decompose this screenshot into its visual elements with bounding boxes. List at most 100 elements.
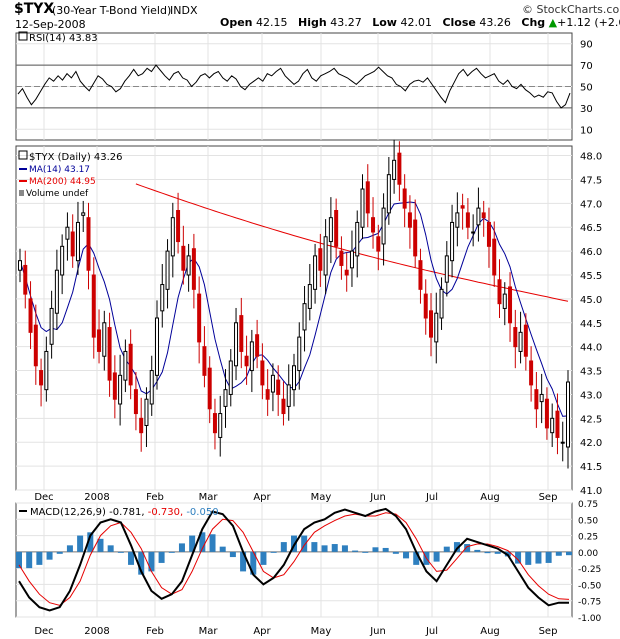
macd-histogram-bar (240, 551, 247, 572)
candle-body (307, 284, 312, 309)
candle-body (444, 255, 449, 283)
macd-histogram-bar (77, 535, 84, 552)
macd-tick-label: 0.50 (578, 516, 598, 526)
price-x-label: 2008 (84, 492, 109, 503)
candle-body (523, 324, 528, 357)
volume-legend-swatch (19, 190, 24, 196)
candle-body (302, 303, 307, 331)
macd-histogram-bar (341, 545, 348, 552)
candle-body (349, 250, 354, 269)
price-tick-label: 41.0 (580, 486, 602, 497)
macd-legend-value: MACD(12,26,9) (30, 507, 109, 518)
macd-histogram-bar (250, 551, 257, 575)
candle-body (323, 236, 328, 276)
macd-histogram-bar (168, 551, 175, 553)
macd-tick-label: -0.50 (578, 581, 602, 591)
candle-body (281, 398, 286, 415)
high-value: 43.27 (330, 16, 362, 29)
macd-histogram-bar (352, 550, 359, 552)
candle-body (455, 212, 460, 228)
macd-histogram-bar (148, 551, 155, 572)
macd-histogram-bar (270, 551, 277, 553)
candle-body (165, 250, 170, 290)
candle-body (397, 152, 402, 185)
candle-body (265, 389, 270, 400)
macd-histogram-bar (26, 551, 33, 569)
candle-body (371, 217, 376, 233)
candle-body (360, 188, 365, 228)
macd-histogram-bar (382, 547, 389, 552)
macd-histogram-bar (280, 542, 287, 552)
candle-body (97, 329, 102, 352)
macd-histogram-bar (433, 551, 440, 562)
candle-body (486, 221, 491, 247)
macd-histogram-bar (301, 535, 308, 552)
macd-histogram-bar (178, 543, 185, 552)
candle-body (65, 226, 70, 240)
rsi-legend-label: RSI(14) 43.83 (29, 33, 98, 44)
candle-body (423, 293, 428, 319)
macd-tick-label: 0.00 (578, 549, 598, 559)
price-x-label: Dec (34, 492, 53, 503)
macd-histogram-bar (87, 532, 94, 552)
security-name: (30-Year T-Bond Yield) (52, 4, 172, 17)
price-tick-label: 44.5 (580, 319, 602, 330)
candle-body (112, 372, 117, 400)
macd-panel (15, 502, 573, 618)
macd-histogram-bar (138, 551, 145, 575)
macd-x-label: Sep (539, 626, 558, 637)
price-tick-label: 44.0 (580, 343, 602, 354)
candle-body (91, 274, 96, 338)
candle-body (418, 260, 423, 290)
candle-body (28, 298, 33, 333)
candle-body (160, 284, 165, 312)
high-label: High (298, 16, 327, 29)
candle-body (75, 221, 80, 262)
candle-body (344, 269, 349, 276)
candle-body (155, 317, 159, 376)
macd-histogram-bar (515, 551, 522, 564)
candle-body (255, 334, 260, 357)
macd-signal-line (18, 512, 570, 606)
candle-body (450, 221, 455, 262)
candle-body (434, 312, 439, 343)
candle-body (334, 210, 339, 247)
price-tick-label: 41.5 (580, 462, 602, 473)
candle-body (202, 346, 207, 376)
macd-tick-label: -0.75 (578, 598, 601, 608)
candle-body (328, 217, 333, 243)
macd-histogram-bar (117, 551, 124, 553)
candle-body (212, 413, 217, 434)
candle-body (60, 245, 65, 276)
price-tick-label: 43.5 (580, 367, 602, 378)
candle-body (54, 269, 59, 314)
macd-histogram-bar (189, 535, 196, 552)
candle-body (407, 212, 412, 228)
candle-body (386, 174, 391, 214)
candle-body (223, 389, 228, 407)
candle-body (313, 255, 318, 290)
candle-body (513, 327, 518, 348)
macd-x-label: 2008 (84, 626, 109, 637)
low-label: Low (372, 16, 397, 29)
candle-body (560, 441, 565, 444)
macd-x-label: Feb (146, 626, 164, 637)
price-tick-label: 43.0 (580, 390, 602, 401)
ma200-legend-label: MA(200) 44.95 (29, 177, 96, 187)
macd-tick-label: -0.25 (578, 565, 601, 575)
macd-histogram-bar (464, 544, 471, 552)
candle-body (244, 355, 249, 367)
candle-body (197, 293, 202, 343)
price-tick-label: 42.5 (580, 414, 602, 425)
macd-tick-label: 0.25 (578, 533, 598, 543)
macd-legend-value: -0.730, (148, 507, 187, 518)
macd-x-label: Mar (199, 626, 219, 637)
candle-body (439, 288, 444, 319)
candle-body (529, 360, 534, 386)
rsi-tick-label: 30 (580, 104, 593, 115)
price-x-label: Apr (253, 492, 271, 503)
macd-x-label: Jul (425, 626, 438, 637)
macd-histogram-bar (128, 551, 135, 565)
macd-histogram-bar (494, 551, 501, 554)
